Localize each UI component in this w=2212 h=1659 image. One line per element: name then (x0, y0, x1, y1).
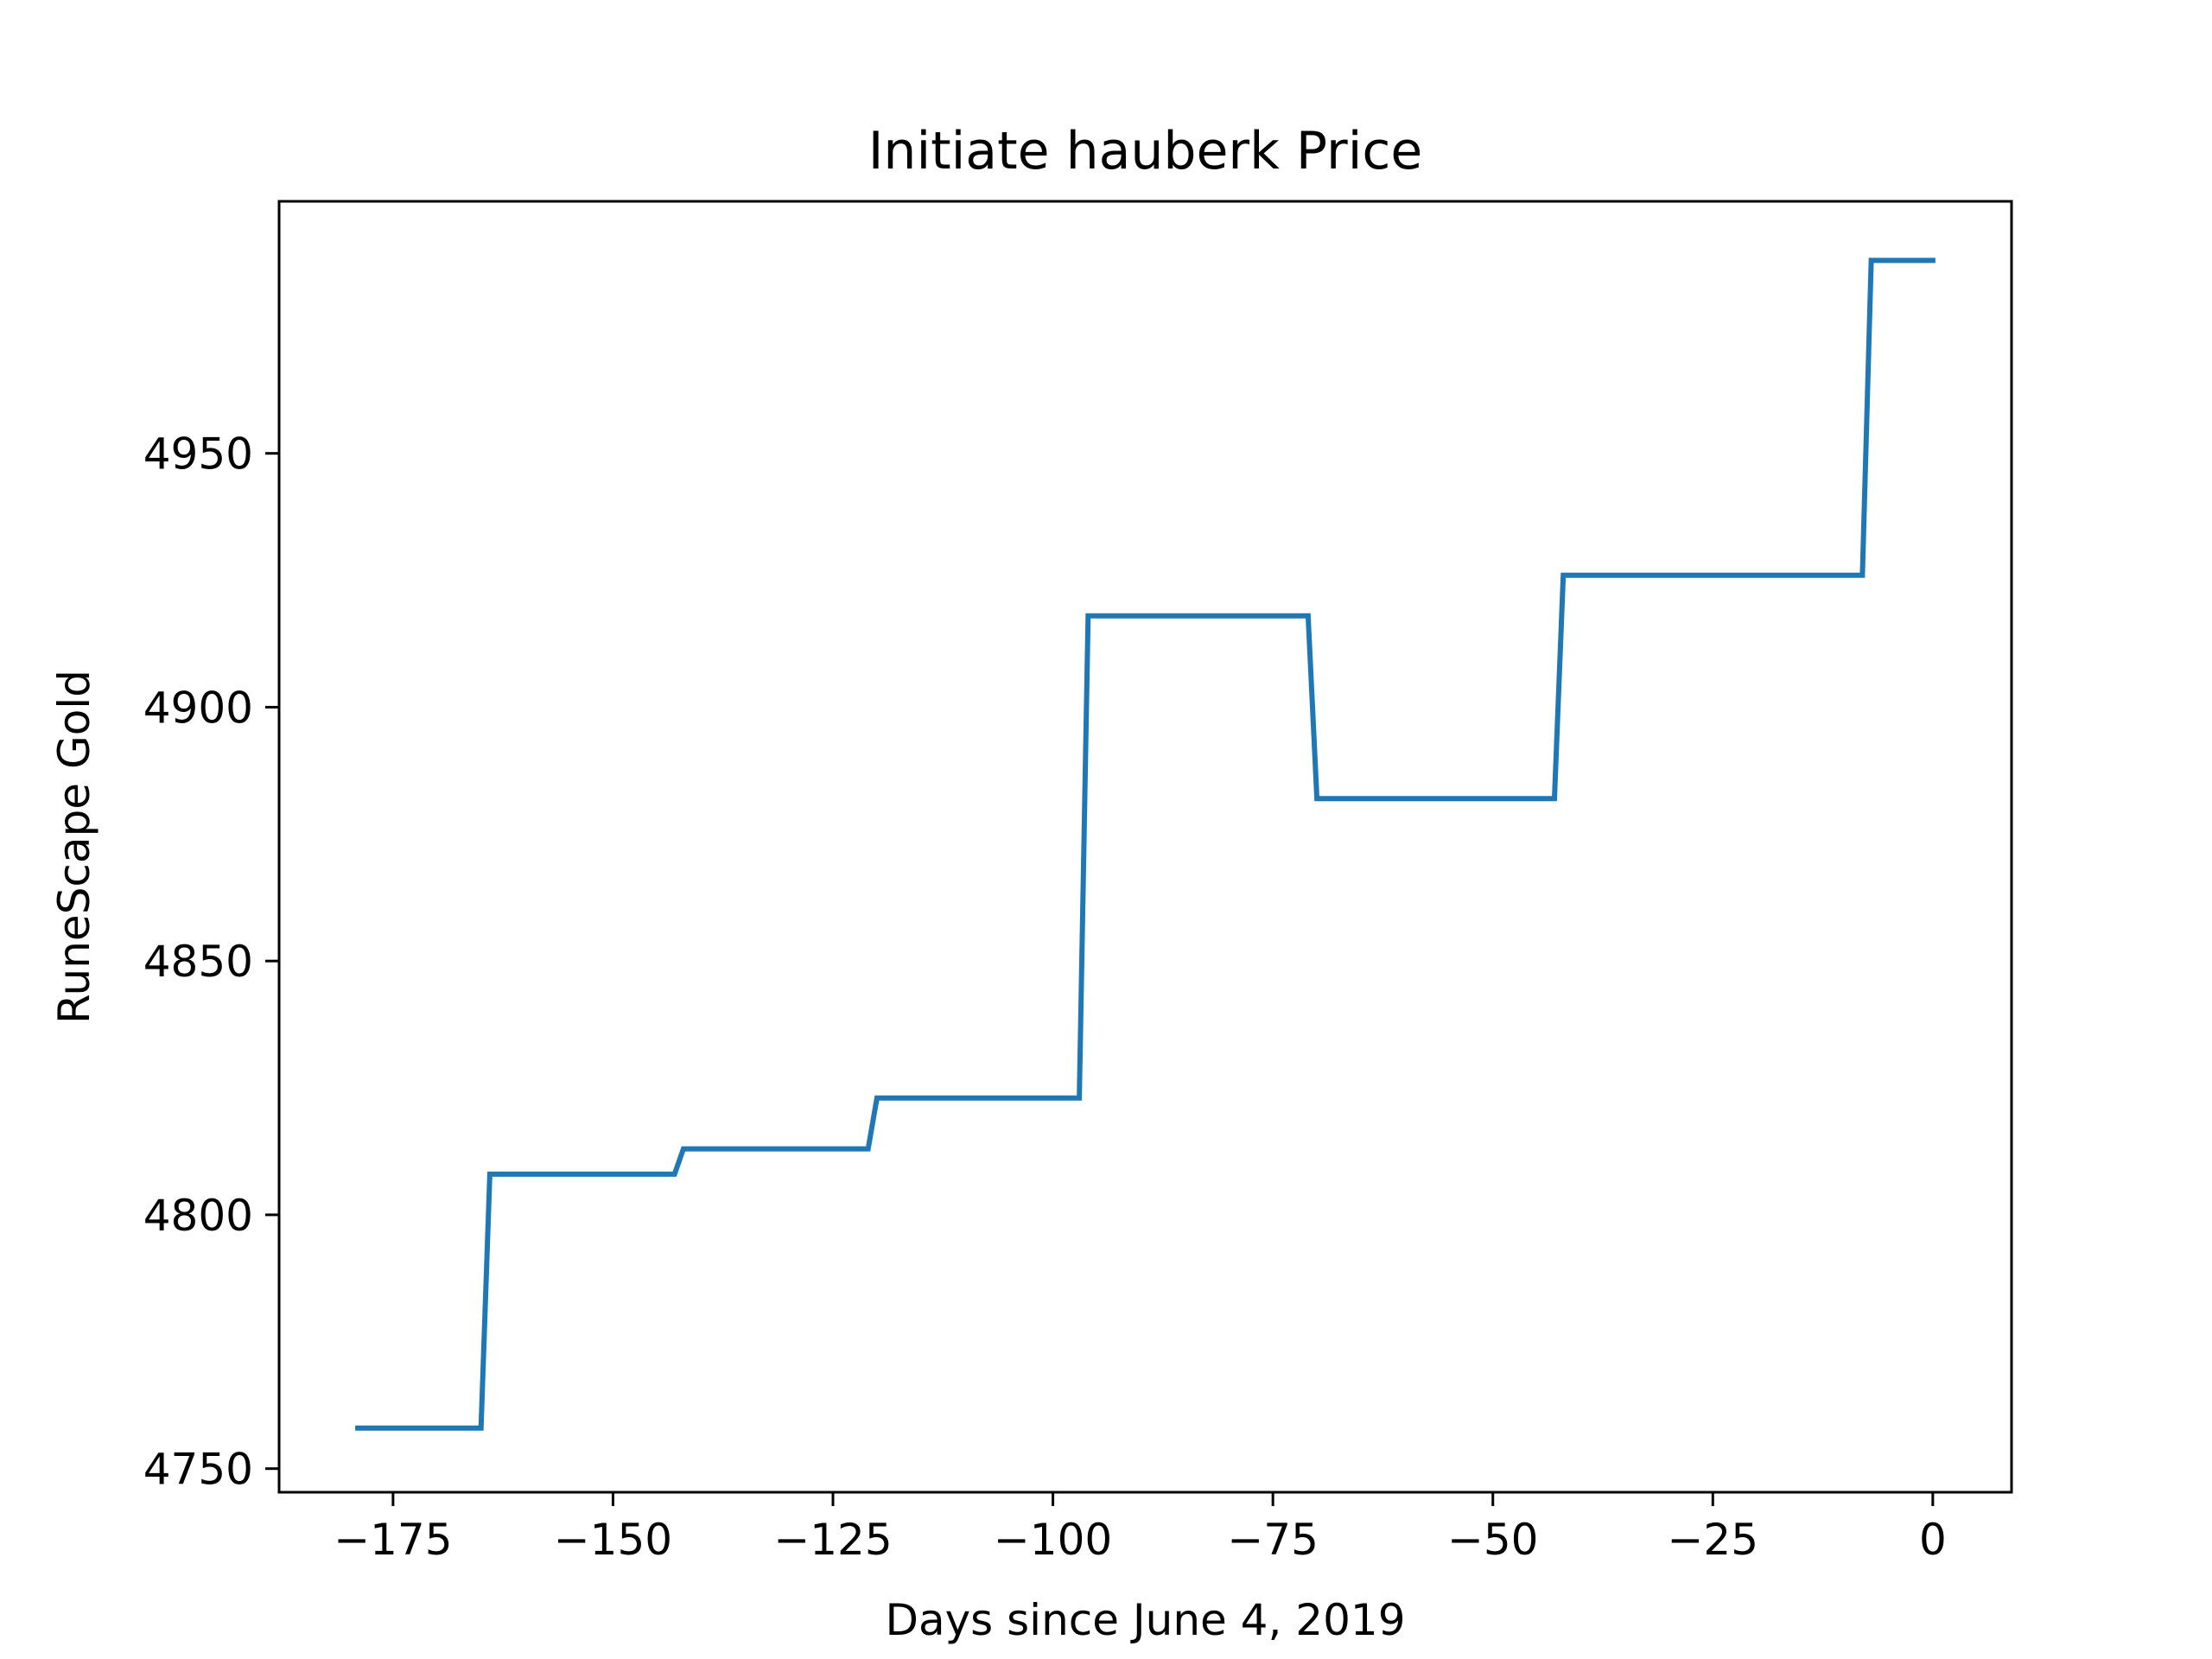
y-axis-label: RuneScape Gold (49, 670, 99, 1024)
x-tick-label: −150 (554, 1515, 672, 1565)
y-tick-label: 4900 (143, 683, 253, 733)
chart-title: Initiate hauberk Price (868, 121, 1423, 181)
x-tick-label: −25 (1668, 1515, 1759, 1565)
y-tick-label: 4800 (143, 1191, 253, 1241)
axes-frame (277, 200, 2013, 1494)
x-tick-label: 0 (1919, 1515, 1947, 1565)
y-tick-label: 4950 (143, 429, 253, 480)
x-tick-label: −175 (334, 1515, 452, 1565)
series-line-0 (355, 257, 1936, 1431)
x-tick-label: −75 (1227, 1515, 1319, 1565)
y-tick-label: 4850 (143, 937, 253, 987)
x-tick-label: −100 (994, 1515, 1112, 1565)
plot-area: −175 −150 −125 −100 −75 −50 −25 0 4750 4800 4850 49… (143, 200, 2013, 1565)
x-tick-label: −125 (773, 1515, 892, 1565)
x-axis-label: Days since June 4, 2019 (885, 1595, 1405, 1645)
y-tick-label: 4750 (143, 1445, 253, 1495)
x-tick-label: −50 (1447, 1515, 1539, 1565)
